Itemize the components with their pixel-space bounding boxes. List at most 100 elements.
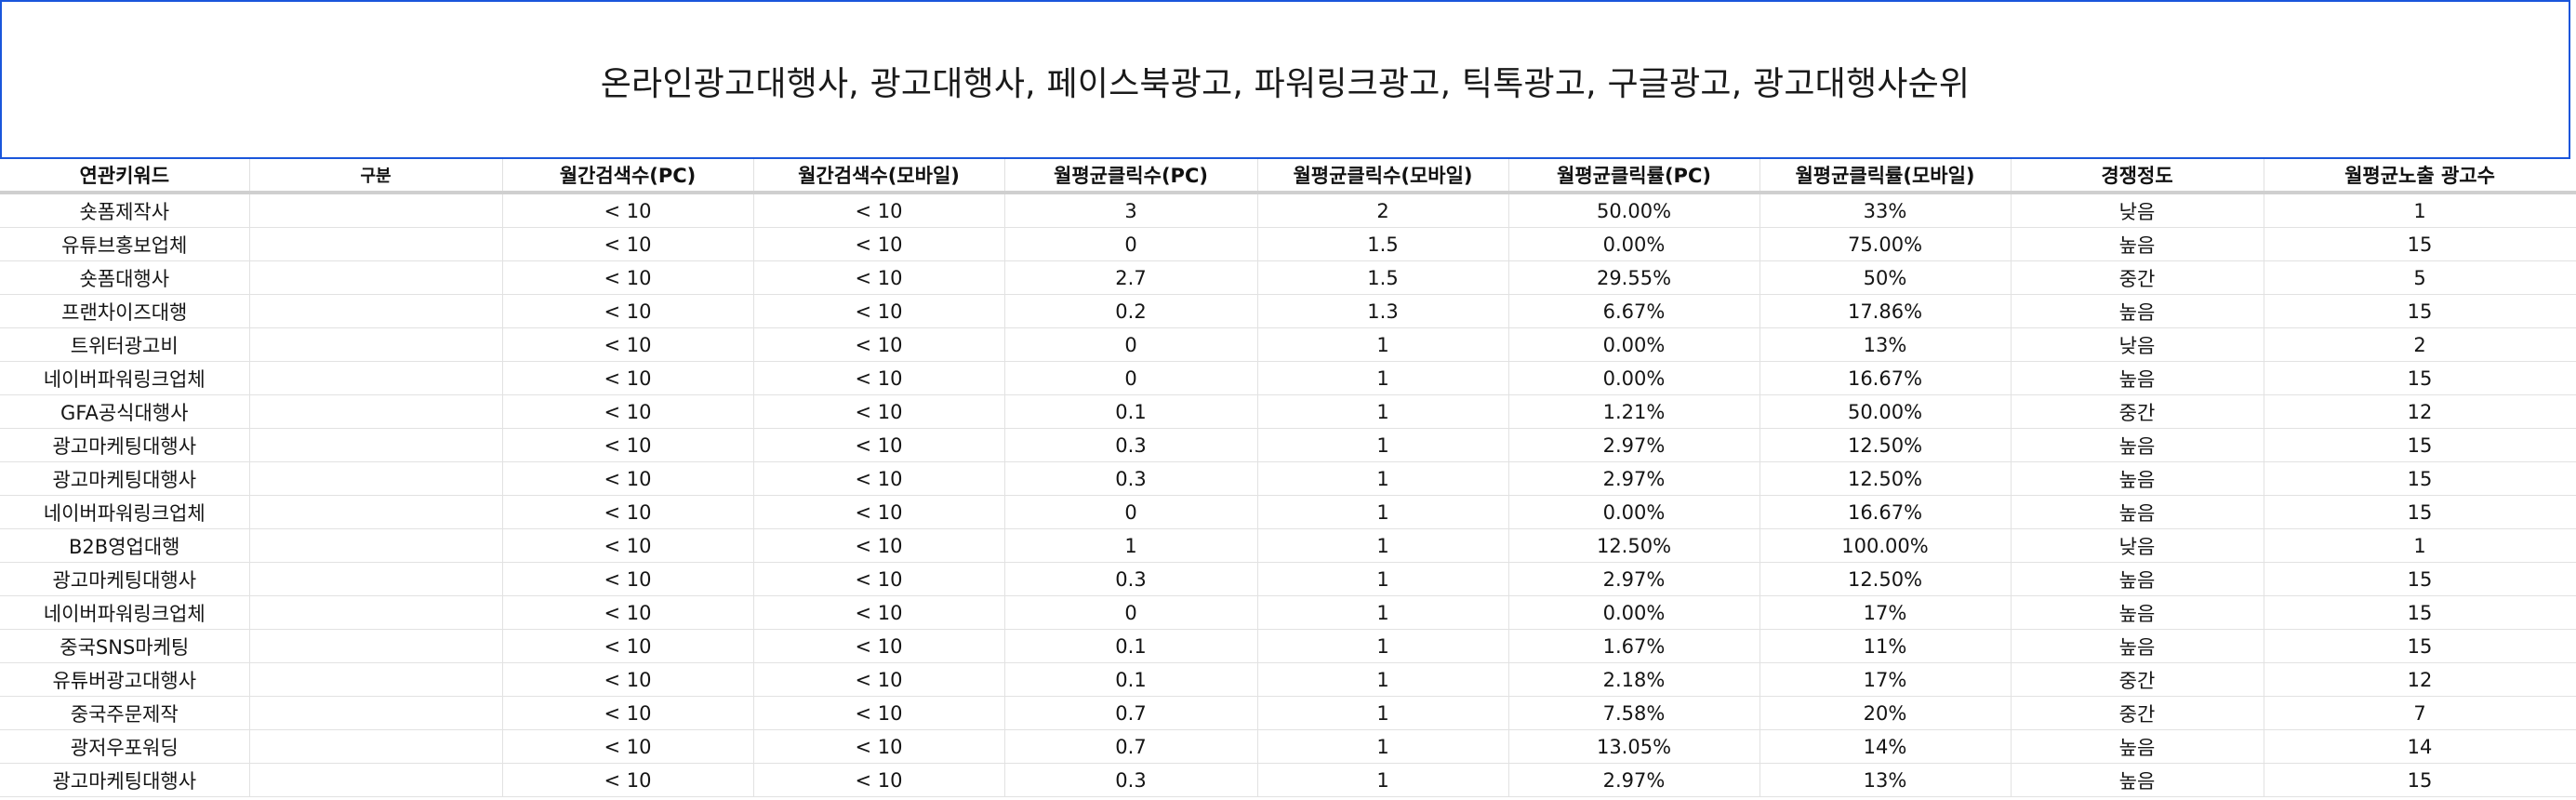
cell-avg-ctr-pc[interactable]: 2.18%	[1508, 662, 1760, 697]
cell-avg-clicks-mobile[interactable]: 1.3	[1257, 294, 1509, 328]
header-keyword[interactable]: 연관키워드	[0, 159, 250, 194]
header-avg-clicks-pc[interactable]: 월평균클릭수(PC)	[1004, 159, 1258, 194]
cell-competition[interactable]: 높음	[2011, 294, 2264, 328]
cell-monthly-search-mobile[interactable]: < 10	[753, 562, 1005, 596]
cell-avg-ad-count[interactable]: 15	[2264, 461, 2576, 496]
cell-avg-clicks-mobile[interactable]: 1	[1257, 562, 1509, 596]
header-category[interactable]: 구분	[249, 159, 503, 194]
cell-avg-clicks-pc[interactable]: 3	[1004, 193, 1258, 228]
cell-monthly-search-mobile[interactable]: < 10	[753, 193, 1005, 228]
cell-keyword[interactable]: B2B영업대행	[0, 528, 250, 563]
cell-avg-ctr-mobile[interactable]: 17.86%	[1759, 294, 2012, 328]
cell-avg-ctr-pc[interactable]: 0.00%	[1508, 595, 1760, 630]
cell-avg-clicks-mobile[interactable]: 1	[1257, 428, 1509, 462]
cell-avg-ctr-mobile[interactable]: 33%	[1759, 193, 2012, 228]
cell-competition[interactable]: 높음	[2011, 629, 2264, 663]
cell-avg-ctr-pc[interactable]: 6.67%	[1508, 294, 1760, 328]
cell-avg-ctr-mobile[interactable]: 12.50%	[1759, 428, 2012, 462]
cell-avg-clicks-mobile[interactable]: 1	[1257, 662, 1509, 697]
cell-avg-ctr-mobile[interactable]: 17%	[1759, 595, 2012, 630]
title-cell[interactable]: 온라인광고대행사, 광고대행사, 페이스북광고, 파워링크광고, 틱톡광고, 구…	[0, 0, 2570, 159]
cell-category[interactable]	[249, 428, 503, 462]
cell-avg-ad-count[interactable]: 12	[2264, 394, 2576, 429]
cell-keyword[interactable]: 중국주문제작	[0, 696, 250, 730]
cell-monthly-search-pc[interactable]: < 10	[502, 361, 754, 395]
cell-competition[interactable]: 높음	[2011, 461, 2264, 496]
cell-monthly-search-mobile[interactable]: < 10	[753, 662, 1005, 697]
cell-avg-clicks-pc[interactable]: 0.3	[1004, 562, 1258, 596]
cell-category[interactable]	[249, 696, 503, 730]
cell-keyword[interactable]: GFA공식대행사	[0, 394, 250, 429]
cell-competition[interactable]: 높음	[2011, 495, 2264, 529]
cell-monthly-search-mobile[interactable]: < 10	[753, 495, 1005, 529]
cell-avg-clicks-pc[interactable]: 0.3	[1004, 763, 1258, 797]
cell-avg-ad-count[interactable]: 2	[2264, 327, 2576, 362]
cell-category[interactable]	[249, 763, 503, 797]
cell-monthly-search-mobile[interactable]: < 10	[753, 327, 1005, 362]
cell-avg-clicks-pc[interactable]: 0	[1004, 495, 1258, 529]
cell-competition[interactable]: 높음	[2011, 763, 2264, 797]
cell-keyword[interactable]: 중국SNS마케팅	[0, 629, 250, 663]
cell-keyword[interactable]: 유튜버광고대행사	[0, 662, 250, 697]
cell-monthly-search-mobile[interactable]: < 10	[753, 528, 1005, 563]
cell-monthly-search-mobile[interactable]: < 10	[753, 361, 1005, 395]
cell-avg-clicks-mobile[interactable]: 1	[1257, 394, 1509, 429]
cell-keyword[interactable]: 광저우포워딩	[0, 729, 250, 764]
cell-category[interactable]	[249, 729, 503, 764]
cell-category[interactable]	[249, 193, 503, 228]
cell-category[interactable]	[249, 361, 503, 395]
cell-monthly-search-pc[interactable]: < 10	[502, 394, 754, 429]
cell-category[interactable]	[249, 629, 503, 663]
cell-avg-ctr-mobile[interactable]: 12.50%	[1759, 461, 2012, 496]
cell-avg-ctr-pc[interactable]: 1.67%	[1508, 629, 1760, 663]
header-monthly-search-pc[interactable]: 월간검색수(PC)	[502, 159, 754, 194]
cell-monthly-search-pc[interactable]: < 10	[502, 227, 754, 261]
header-avg-ctr-mobile[interactable]: 월평균클릭률(모바일)	[1759, 159, 2012, 194]
cell-competition[interactable]: 낮음	[2011, 528, 2264, 563]
cell-avg-ad-count[interactable]: 12	[2264, 662, 2576, 697]
cell-competition[interactable]: 높음	[2011, 562, 2264, 596]
cell-avg-clicks-pc[interactable]: 0.1	[1004, 662, 1258, 697]
cell-monthly-search-mobile[interactable]: < 10	[753, 461, 1005, 496]
cell-avg-clicks-mobile[interactable]: 1	[1257, 595, 1509, 630]
cell-category[interactable]	[249, 595, 503, 630]
cell-keyword[interactable]: 광고마케팅대행사	[0, 428, 250, 462]
cell-avg-ctr-mobile[interactable]: 100.00%	[1759, 528, 2012, 563]
cell-keyword[interactable]: 네이버파워링크업체	[0, 595, 250, 630]
cell-avg-ad-count[interactable]: 15	[2264, 562, 2576, 596]
header-avg-clicks-mobile[interactable]: 월평균클릭수(모바일)	[1257, 159, 1509, 194]
cell-monthly-search-pc[interactable]: < 10	[502, 327, 754, 362]
cell-keyword[interactable]: 네이버파워링크업체	[0, 361, 250, 395]
cell-avg-ad-count[interactable]: 5	[2264, 260, 2576, 295]
cell-avg-ad-count[interactable]: 1	[2264, 193, 2576, 228]
header-avg-ctr-pc[interactable]: 월평균클릭률(PC)	[1508, 159, 1760, 194]
cell-avg-ad-count[interactable]: 1	[2264, 528, 2576, 563]
cell-category[interactable]	[249, 562, 503, 596]
cell-monthly-search-pc[interactable]: < 10	[502, 662, 754, 697]
cell-avg-ctr-pc[interactable]: 2.97%	[1508, 428, 1760, 462]
cell-avg-ctr-mobile[interactable]: 12.50%	[1759, 562, 2012, 596]
cell-competition[interactable]: 중간	[2011, 696, 2264, 730]
cell-competition[interactable]: 중간	[2011, 394, 2264, 429]
cell-avg-clicks-pc[interactable]: 0	[1004, 227, 1258, 261]
cell-monthly-search-pc[interactable]: < 10	[502, 595, 754, 630]
cell-avg-ctr-pc[interactable]: 50.00%	[1508, 193, 1760, 228]
cell-avg-ad-count[interactable]: 15	[2264, 629, 2576, 663]
cell-monthly-search-mobile[interactable]: < 10	[753, 763, 1005, 797]
cell-monthly-search-pc[interactable]: < 10	[502, 193, 754, 228]
cell-monthly-search-mobile[interactable]: < 10	[753, 595, 1005, 630]
cell-avg-ctr-mobile[interactable]: 14%	[1759, 729, 2012, 764]
cell-avg-clicks-mobile[interactable]: 1	[1257, 495, 1509, 529]
cell-monthly-search-pc[interactable]: < 10	[502, 629, 754, 663]
cell-avg-ctr-pc[interactable]: 0.00%	[1508, 227, 1760, 261]
cell-avg-ctr-pc[interactable]: 7.58%	[1508, 696, 1760, 730]
cell-avg-ctr-pc[interactable]: 1.21%	[1508, 394, 1760, 429]
cell-keyword[interactable]: 네이버파워링크업체	[0, 495, 250, 529]
cell-avg-ad-count[interactable]: 15	[2264, 361, 2576, 395]
cell-avg-clicks-pc[interactable]: 0.1	[1004, 629, 1258, 663]
cell-category[interactable]	[249, 528, 503, 563]
cell-keyword[interactable]: 숏폼제작사	[0, 193, 250, 228]
cell-avg-ctr-mobile[interactable]: 75.00%	[1759, 227, 2012, 261]
cell-competition[interactable]: 중간	[2011, 662, 2264, 697]
cell-avg-clicks-mobile[interactable]: 1	[1257, 327, 1509, 362]
